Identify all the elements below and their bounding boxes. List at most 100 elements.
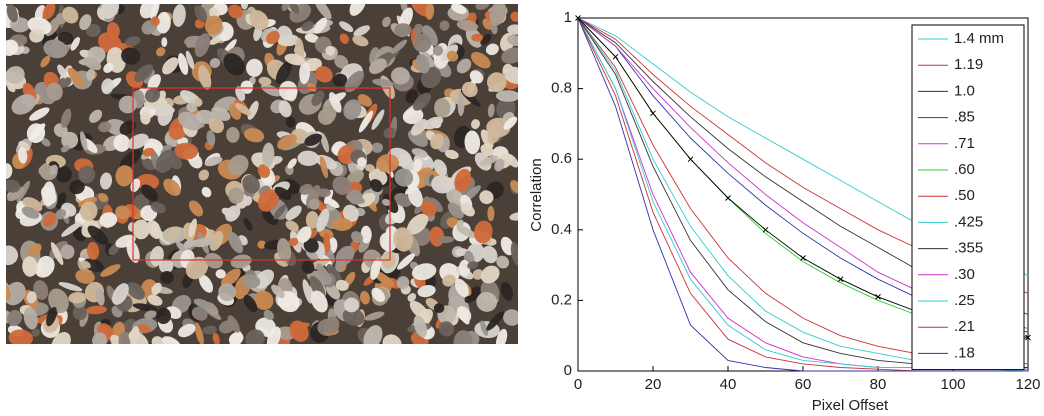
- pebble: [287, 4, 300, 15]
- pebble: [198, 169, 210, 181]
- pebble: [6, 39, 19, 56]
- legend-label: 1.0: [954, 82, 975, 99]
- pebble: [456, 225, 477, 239]
- pebble: [108, 243, 120, 256]
- pebble: [364, 311, 385, 321]
- legend-label: .18: [954, 344, 975, 361]
- pebble: [151, 282, 162, 296]
- pebble: [240, 80, 254, 94]
- series-marker: [650, 110, 656, 117]
- x-tick-label: 60: [795, 376, 812, 393]
- pebble: [454, 169, 472, 192]
- pebble: [357, 157, 367, 167]
- pebble: [41, 137, 51, 147]
- pebble: [474, 220, 493, 244]
- pebble: [99, 172, 113, 190]
- y-tick-label: 1: [564, 9, 572, 26]
- pebble: [358, 110, 373, 133]
- pebble: [61, 131, 79, 149]
- pebble: [58, 282, 83, 292]
- pebble: [157, 103, 174, 126]
- pebble: [433, 159, 448, 176]
- pebble: [273, 204, 287, 220]
- pebble: [275, 61, 292, 84]
- pebble: [156, 11, 171, 34]
- pebble: [92, 332, 107, 344]
- pebble: [464, 130, 481, 155]
- pebble: [357, 94, 373, 107]
- pebble: [425, 4, 435, 20]
- pebble: [103, 62, 114, 73]
- pebble: [29, 28, 45, 43]
- pebble: [342, 308, 365, 326]
- pebble: [167, 226, 180, 241]
- pebble: [314, 17, 328, 34]
- pebble: [147, 74, 161, 91]
- pebble: [329, 92, 342, 113]
- pebble: [147, 219, 162, 240]
- pebble: [244, 128, 265, 143]
- pebble: [470, 52, 491, 69]
- pebble: [174, 142, 199, 160]
- pebble: [411, 263, 437, 281]
- x-tick-label: 80: [870, 376, 887, 393]
- pebble: [246, 58, 263, 77]
- pebble: [151, 336, 165, 344]
- pebble: [235, 86, 246, 102]
- legend-label: .85: [954, 109, 975, 126]
- pebble: [132, 303, 158, 312]
- pebble: [49, 164, 58, 175]
- legend-label: 1.19: [954, 56, 983, 73]
- pebble: [297, 226, 312, 243]
- pebble: [422, 25, 438, 47]
- legend-label: 1.4 mm: [954, 30, 1004, 47]
- pebble: [311, 90, 325, 107]
- pebble: [504, 69, 518, 85]
- legend-label: .30: [954, 266, 975, 283]
- pebble: [201, 186, 212, 198]
- pebble: [420, 201, 437, 217]
- pebble: [343, 99, 362, 120]
- pebble: [48, 288, 69, 314]
- pebble: [209, 58, 221, 68]
- pebble: [257, 164, 271, 179]
- pebble: [287, 158, 297, 169]
- pebble: [405, 89, 419, 104]
- pebble: [115, 234, 136, 248]
- y-axis-label: Correlation: [528, 158, 545, 231]
- pebble: [60, 244, 75, 260]
- pebble: [276, 25, 293, 44]
- pebble: [34, 255, 55, 278]
- pebble: [412, 92, 432, 111]
- pebble: [507, 24, 518, 35]
- pebble: [144, 310, 157, 320]
- pebble: [447, 202, 464, 219]
- pebble: [86, 241, 100, 260]
- pebble: [140, 111, 151, 125]
- pebble: [244, 196, 253, 206]
- pebble: [243, 294, 258, 313]
- pebble: [271, 284, 285, 299]
- pebble: [240, 4, 249, 10]
- pebble: [257, 240, 266, 249]
- pebble: [256, 325, 271, 338]
- pebble: [186, 102, 197, 113]
- legend-label: .21: [954, 318, 975, 335]
- pebble: [348, 189, 363, 205]
- pebble: [228, 187, 244, 204]
- pebble: [510, 11, 518, 22]
- series-marker: [575, 15, 581, 21]
- pebble: [344, 297, 359, 313]
- pebble: [339, 33, 349, 44]
- pebble: [507, 34, 518, 47]
- pebble: [185, 50, 195, 70]
- pebble: [456, 58, 472, 74]
- pebble: [70, 36, 80, 51]
- series-marker: [762, 226, 769, 233]
- pebble: [451, 4, 467, 15]
- pebble: [188, 200, 204, 217]
- pebble: [132, 219, 150, 240]
- pebble: [505, 153, 518, 168]
- pebble: [262, 210, 278, 226]
